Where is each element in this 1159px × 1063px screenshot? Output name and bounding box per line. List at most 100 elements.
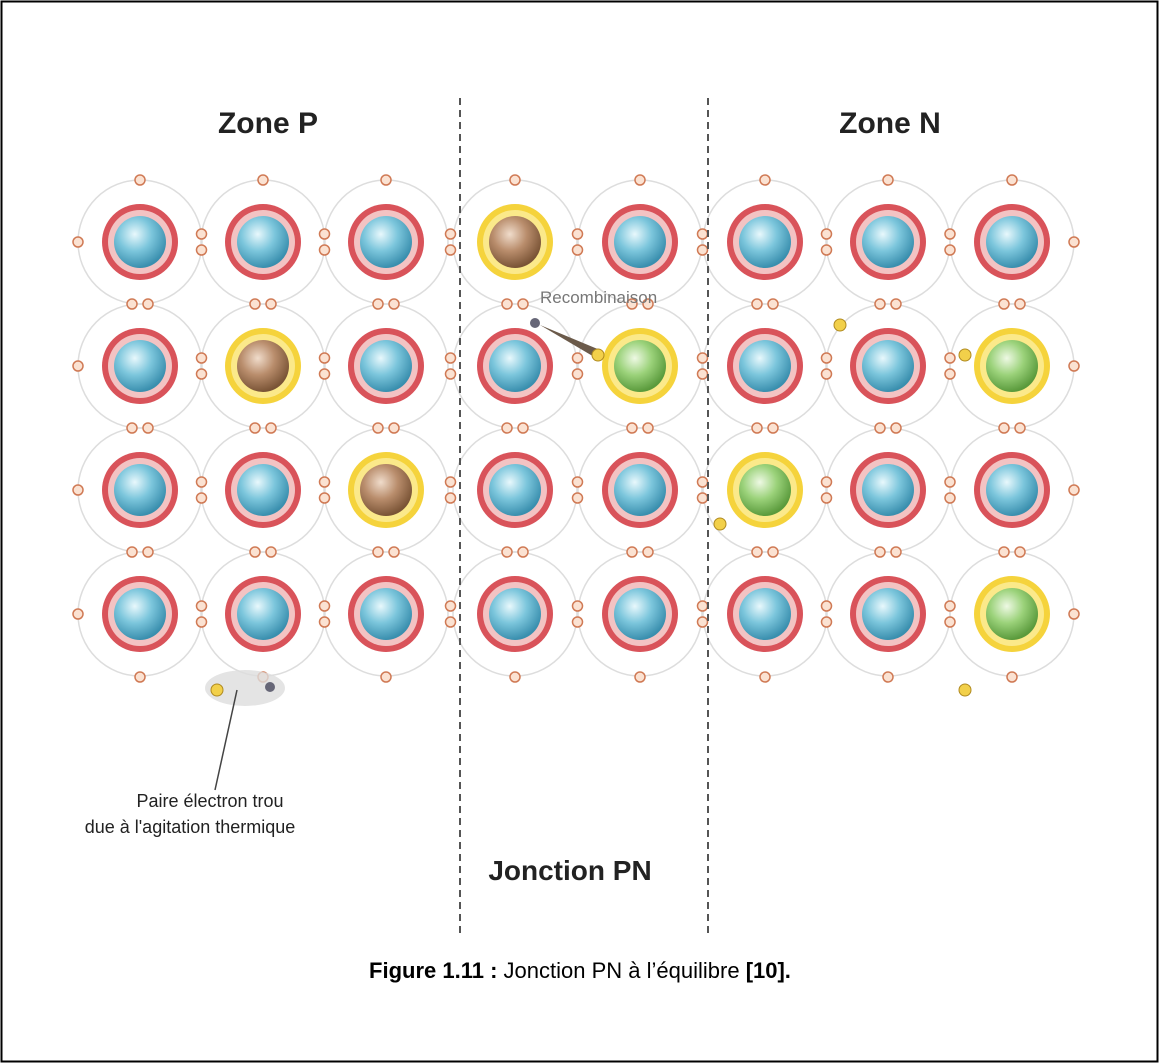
electron xyxy=(389,423,399,433)
nucleus xyxy=(360,588,412,640)
caption-label: Figure 1.11 : xyxy=(369,958,497,983)
electron xyxy=(373,547,383,557)
electron xyxy=(945,245,955,255)
electron xyxy=(266,423,276,433)
electron xyxy=(197,353,207,363)
electron xyxy=(875,423,885,433)
electron xyxy=(510,672,520,682)
zone-label: Zone P xyxy=(218,107,318,140)
electron xyxy=(945,617,955,627)
nucleus xyxy=(614,216,666,268)
electron xyxy=(573,353,583,363)
caption-ref: [10]. xyxy=(746,958,791,983)
electron xyxy=(320,229,330,239)
electron xyxy=(197,477,207,487)
nucleus xyxy=(862,340,914,392)
electron xyxy=(250,547,260,557)
electron xyxy=(635,175,645,185)
electron xyxy=(822,369,832,379)
caption-text: Jonction PN à l’équilibre xyxy=(497,958,745,983)
lattice xyxy=(73,175,1079,682)
hole xyxy=(265,682,275,692)
nucleus xyxy=(360,216,412,268)
electron xyxy=(891,299,901,309)
electron xyxy=(143,423,153,433)
electron xyxy=(320,477,330,487)
electron xyxy=(891,423,901,433)
electron xyxy=(768,547,778,557)
electron xyxy=(446,229,456,239)
nucleus xyxy=(986,340,1038,392)
free-electron xyxy=(211,684,223,696)
electron xyxy=(320,601,330,611)
electron xyxy=(999,423,1009,433)
electron xyxy=(698,369,708,379)
electron xyxy=(945,601,955,611)
free-electron xyxy=(714,518,726,530)
electron xyxy=(127,423,137,433)
free-electron xyxy=(592,349,604,361)
electron xyxy=(573,369,583,379)
electron xyxy=(875,299,885,309)
electron xyxy=(518,299,528,309)
electron xyxy=(258,175,268,185)
electron xyxy=(197,601,207,611)
electron xyxy=(446,493,456,503)
electron xyxy=(266,299,276,309)
figure-page: Zone P Zone N Jonction PN Recombinaison … xyxy=(0,0,1159,1063)
nucleus xyxy=(986,464,1038,516)
electron xyxy=(752,547,762,557)
nucleus xyxy=(114,464,166,516)
electron xyxy=(822,353,832,363)
electron xyxy=(883,175,893,185)
electron xyxy=(143,299,153,309)
electron xyxy=(250,299,260,309)
nucleus xyxy=(360,464,412,516)
electron xyxy=(627,423,637,433)
nucleus xyxy=(237,464,289,516)
electron xyxy=(643,547,653,557)
electron xyxy=(875,547,885,557)
electron xyxy=(1069,609,1079,619)
nucleus xyxy=(614,340,666,392)
electron xyxy=(760,672,770,682)
electron xyxy=(573,493,583,503)
electron xyxy=(1015,423,1025,433)
electron xyxy=(573,601,583,611)
electron xyxy=(127,547,137,557)
electron xyxy=(627,547,637,557)
electron xyxy=(197,245,207,255)
nucleus xyxy=(986,216,1038,268)
electron xyxy=(945,369,955,379)
free-electron xyxy=(959,684,971,696)
free-electron xyxy=(834,319,846,331)
hole xyxy=(530,318,540,328)
electron xyxy=(768,299,778,309)
caption: Figure 1.11 : Jonction PN à l’équilibre … xyxy=(369,958,791,983)
nucleus xyxy=(114,588,166,640)
nucleus xyxy=(986,588,1038,640)
electron xyxy=(945,493,955,503)
electron xyxy=(1007,175,1017,185)
electron xyxy=(1015,547,1025,557)
electron xyxy=(1069,361,1079,371)
electron xyxy=(389,547,399,557)
electron xyxy=(446,369,456,379)
electron xyxy=(73,485,83,495)
electron xyxy=(266,547,276,557)
electron xyxy=(573,617,583,627)
electron xyxy=(891,547,901,557)
electron xyxy=(143,547,153,557)
nucleus xyxy=(862,464,914,516)
electron xyxy=(320,245,330,255)
nucleus xyxy=(237,216,289,268)
electron xyxy=(446,601,456,611)
nucleus xyxy=(862,216,914,268)
electron xyxy=(320,369,330,379)
electron xyxy=(643,423,653,433)
electron xyxy=(373,423,383,433)
electron xyxy=(752,423,762,433)
electron xyxy=(945,229,955,239)
electron xyxy=(446,353,456,363)
electron xyxy=(250,423,260,433)
